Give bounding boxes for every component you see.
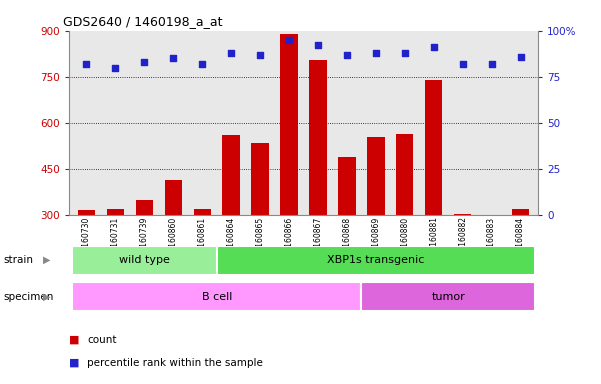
- Point: [429, 44, 439, 50]
- Bar: [107, 209, 124, 215]
- Text: strain: strain: [3, 255, 33, 265]
- Point: [313, 42, 323, 48]
- Bar: [222, 135, 240, 215]
- Point: [284, 37, 294, 43]
- Point: [400, 50, 410, 56]
- Point: [168, 55, 178, 61]
- Text: XBP1s transgenic: XBP1s transgenic: [327, 255, 424, 265]
- Text: B cell: B cell: [201, 291, 232, 302]
- Bar: [367, 137, 385, 215]
- Bar: [251, 143, 269, 215]
- Text: wild type: wild type: [119, 255, 170, 265]
- Text: percentile rank within the sample: percentile rank within the sample: [87, 358, 263, 368]
- Text: ▶: ▶: [43, 291, 50, 302]
- Bar: [165, 180, 182, 215]
- Bar: [78, 210, 95, 215]
- Point: [197, 61, 207, 67]
- Text: specimen: specimen: [3, 291, 53, 302]
- Point: [487, 61, 496, 67]
- Text: ▶: ▶: [43, 255, 50, 265]
- Point: [111, 65, 120, 71]
- Point: [255, 51, 265, 58]
- Text: ■: ■: [69, 358, 79, 368]
- Bar: [194, 209, 211, 215]
- Bar: [425, 80, 442, 215]
- Bar: [454, 214, 471, 215]
- Point: [82, 61, 91, 67]
- Text: count: count: [87, 335, 117, 345]
- Point: [516, 53, 525, 60]
- Point: [139, 59, 149, 65]
- Bar: [512, 209, 529, 215]
- Bar: [396, 134, 413, 215]
- Bar: [136, 200, 153, 215]
- Bar: [72, 246, 217, 275]
- Point: [342, 51, 352, 58]
- Bar: [72, 282, 361, 311]
- Bar: [280, 34, 297, 215]
- Text: tumor: tumor: [432, 291, 465, 302]
- Text: ■: ■: [69, 335, 79, 345]
- Bar: [310, 60, 327, 215]
- Bar: [217, 246, 535, 275]
- Bar: [338, 157, 356, 215]
- Point: [371, 50, 380, 56]
- Bar: [361, 282, 535, 311]
- Point: [227, 50, 236, 56]
- Text: GDS2640 / 1460198_a_at: GDS2640 / 1460198_a_at: [63, 15, 222, 28]
- Point: [458, 61, 468, 67]
